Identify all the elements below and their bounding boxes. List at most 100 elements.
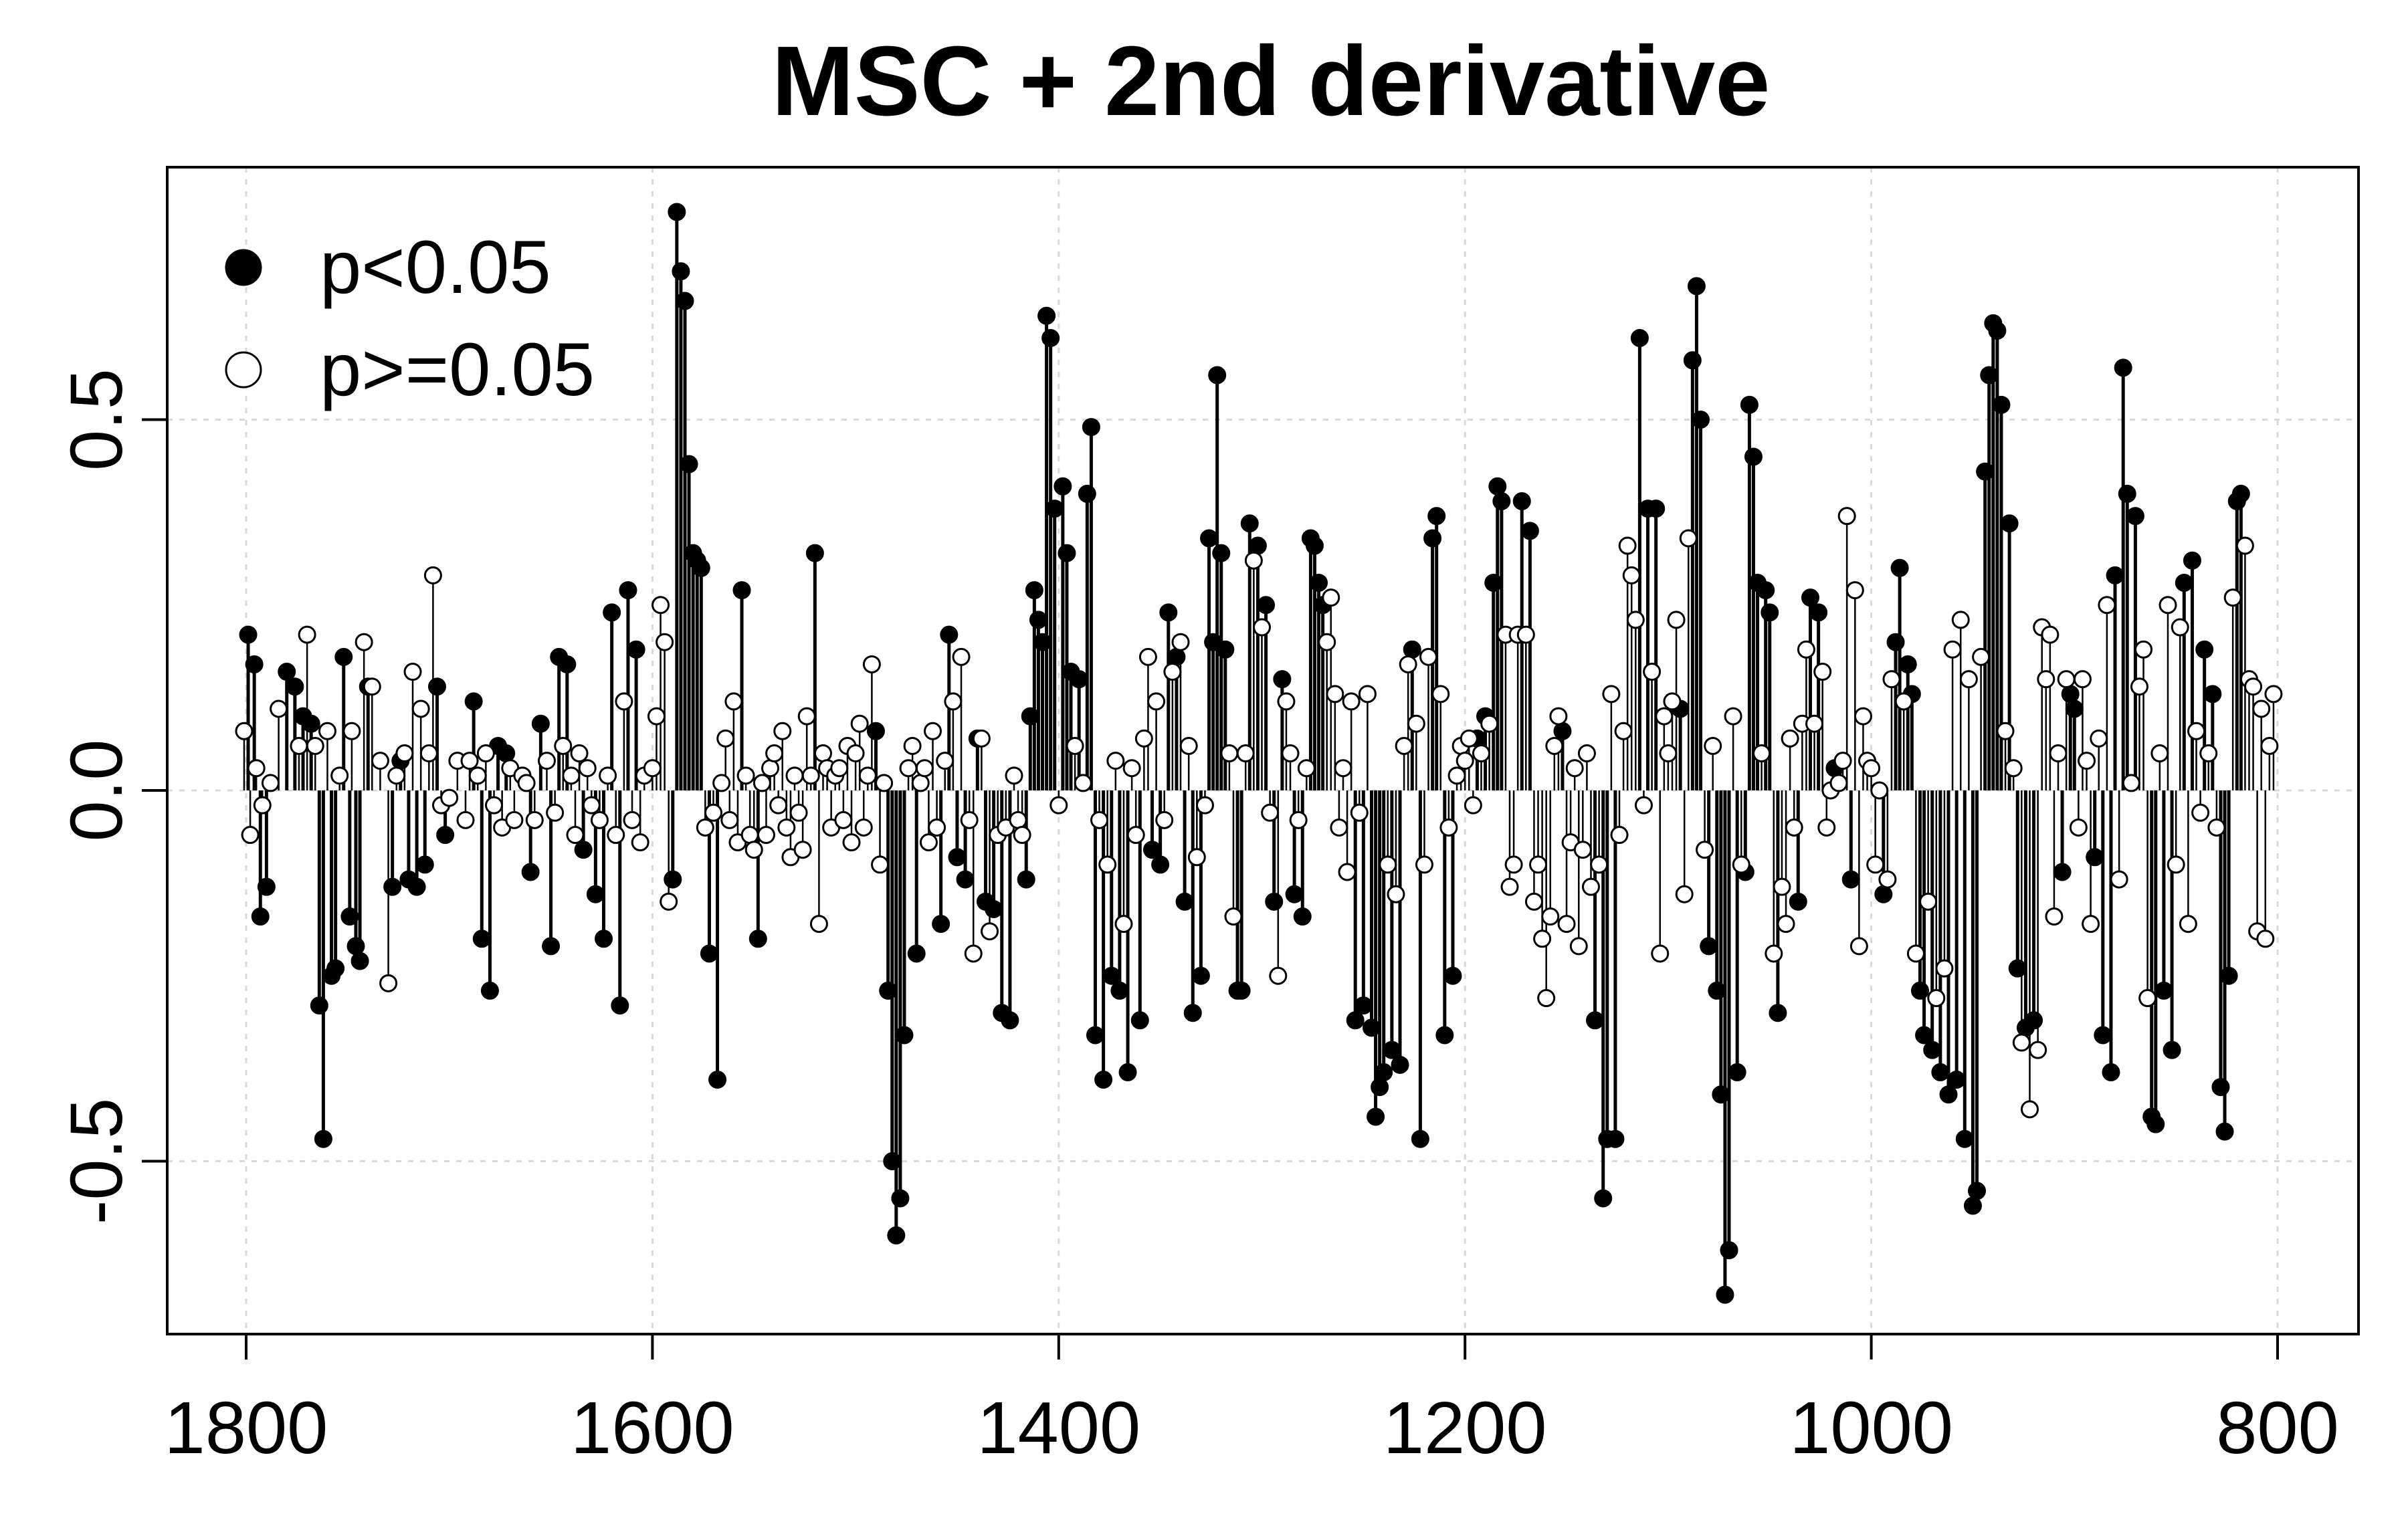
- point-significant: [1769, 1004, 1787, 1022]
- point-not-significant: [1959, 670, 1978, 689]
- point-not-significant: [647, 707, 666, 726]
- point-not-significant: [773, 722, 792, 740]
- point-significant: [1257, 596, 1276, 615]
- point-not-significant: [1626, 611, 1645, 629]
- point-not-significant: [814, 744, 833, 763]
- point-not-significant: [1602, 685, 1621, 703]
- point-not-significant: [403, 663, 422, 681]
- point-not-significant: [2082, 915, 2100, 934]
- point-significant: [1367, 1107, 1385, 1126]
- point-significant: [574, 841, 593, 859]
- point-not-significant: [525, 810, 544, 829]
- point-not-significant: [1358, 685, 1377, 703]
- point-significant: [286, 677, 304, 696]
- point-not-significant: [631, 833, 649, 852]
- point-not-significant: [2045, 907, 2064, 926]
- point-not-significant: [1724, 707, 1742, 726]
- point-not-significant: [2049, 744, 2068, 763]
- point-not-significant: [712, 774, 731, 792]
- point-not-significant: [871, 855, 890, 874]
- point-not-significant: [1557, 915, 1576, 934]
- point-not-significant: [1387, 885, 1405, 903]
- point-significant: [302, 714, 320, 733]
- point-not-significant: [2252, 699, 2271, 718]
- point-not-significant: [1074, 774, 1092, 792]
- point-significant: [531, 714, 550, 733]
- point-not-significant: [1573, 841, 1592, 859]
- point-not-significant: [1195, 796, 1214, 814]
- point-significant: [1712, 1085, 1730, 1104]
- point-not-significant: [858, 766, 877, 785]
- point-not-significant: [387, 766, 406, 785]
- point-significant: [1058, 544, 1076, 562]
- point-not-significant: [1269, 966, 1288, 985]
- point-not-significant: [1610, 826, 1629, 845]
- point-not-significant: [720, 810, 739, 829]
- point-significant: [692, 558, 710, 577]
- point-significant: [1976, 462, 1995, 481]
- point-significant: [2219, 966, 2238, 985]
- point-not-significant: [1334, 759, 1352, 778]
- point-not-significant: [1456, 752, 1474, 770]
- point-not-significant: [915, 759, 934, 778]
- x-tick-label: 1400: [977, 1387, 1140, 1469]
- points: [235, 203, 2283, 1304]
- point-not-significant: [1996, 722, 2015, 740]
- point-significant: [1070, 670, 1088, 689]
- point-not-significant: [1399, 655, 1417, 673]
- point-not-significant: [1224, 907, 1243, 926]
- point-not-significant: [981, 922, 999, 941]
- point-not-significant: [1106, 752, 1125, 770]
- point-not-significant: [1837, 507, 1856, 526]
- point-significant: [2025, 1011, 2043, 1030]
- point-not-significant: [2244, 677, 2263, 696]
- point-not-significant: [468, 766, 487, 785]
- point-not-significant: [1342, 692, 1361, 711]
- point-significant: [595, 930, 613, 948]
- point-not-significant: [1066, 736, 1084, 755]
- point-significant: [1647, 500, 1666, 518]
- point-significant: [1354, 996, 1373, 1015]
- point-significant: [480, 981, 499, 1000]
- point-significant: [586, 885, 605, 903]
- point-significant: [2118, 484, 2136, 503]
- point-not-significant: [505, 810, 524, 829]
- point-significant: [1110, 981, 1129, 1000]
- point-significant: [2211, 1078, 2230, 1097]
- point-significant: [2053, 863, 2072, 881]
- point-not-significant: [924, 722, 942, 740]
- point-not-significant: [1943, 640, 1962, 659]
- point-significant: [1118, 1063, 1137, 1081]
- point-not-significant: [2012, 1033, 2031, 1052]
- point-not-significant: [485, 796, 504, 814]
- point-significant: [1427, 507, 1446, 526]
- point-not-significant: [830, 759, 849, 778]
- point-not-significant: [1545, 736, 1564, 755]
- point-not-significant: [1171, 633, 1190, 651]
- point-significant: [436, 826, 455, 845]
- point-not-significant: [517, 774, 536, 792]
- point-not-significant: [261, 774, 280, 792]
- point-not-significant: [241, 826, 260, 845]
- point-not-significant: [785, 766, 804, 785]
- point-significant: [1151, 855, 1170, 874]
- point-significant: [700, 944, 718, 963]
- point-not-significant: [270, 699, 288, 718]
- point-not-significant: [911, 774, 930, 792]
- chart-title: MSC + 2nd derivative: [772, 26, 1771, 136]
- point-significant: [2094, 1026, 2112, 1045]
- point-significant: [1687, 277, 1706, 296]
- point-not-significant: [1781, 729, 1799, 748]
- legend: p<0.05 p>=0.05: [225, 225, 595, 411]
- point-not-significant: [1005, 766, 1023, 785]
- point-not-significant: [395, 744, 414, 763]
- point-significant: [1898, 655, 1917, 673]
- point-not-significant: [1679, 529, 1698, 548]
- point-not-significant: [1415, 855, 1433, 874]
- point-not-significant: [290, 736, 308, 755]
- point-not-significant: [1244, 551, 1263, 570]
- point-significant: [1102, 966, 1121, 985]
- point-significant: [1874, 885, 1893, 903]
- point-not-significant: [1655, 707, 1674, 726]
